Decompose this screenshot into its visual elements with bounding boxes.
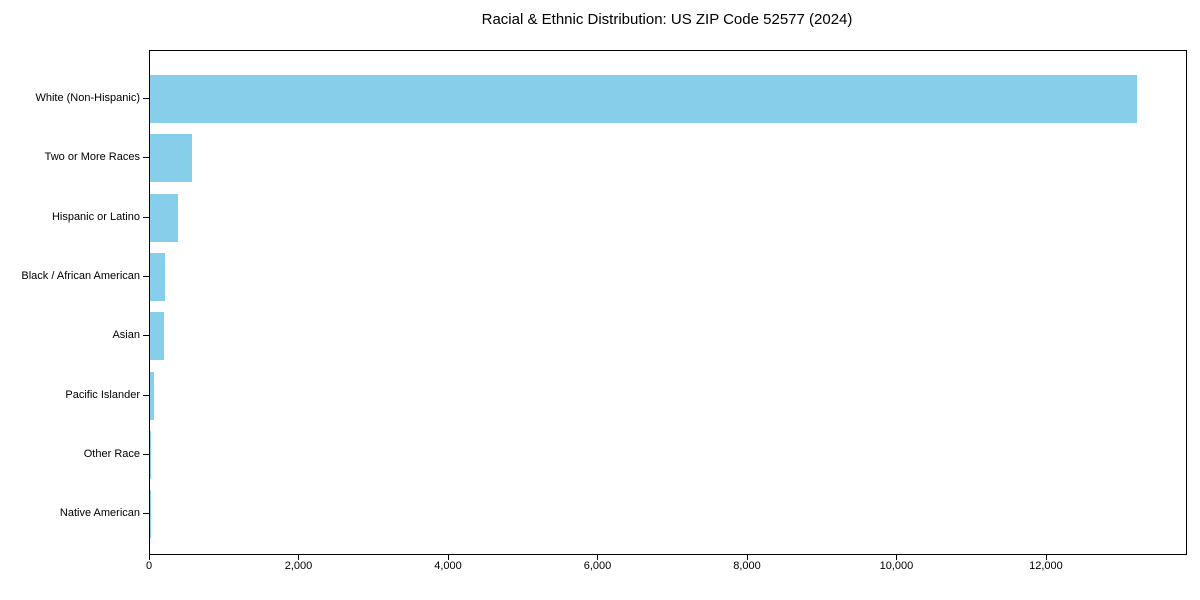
x-tick-mark [1045,554,1047,560]
x-tick-label: 8,000 [733,560,761,572]
x-tick-label: 6,000 [583,560,612,572]
y-tick-label: Native American [59,507,140,520]
x-tick-label: 2,000 [284,560,313,572]
y-tick-label: Other Race [83,447,140,460]
bar-asian [150,312,165,361]
chart-title: Racial & Ethnic Distribution: US ZIP Cod… [481,11,853,28]
y-tick-label: Hispanic or Latino [51,210,140,223]
x-tick-mark [896,554,898,560]
bar-pacific-islander [150,371,155,420]
y-tick-label: Two or More Races [44,151,140,164]
y-tick-label: Asian [112,329,140,342]
bar-black-african-american [150,252,166,301]
bar-white-non-hispanic [150,75,1137,123]
y-tick-mark [143,157,149,159]
y-tick-mark [143,335,149,337]
x-tick-label: 4,000 [434,560,462,572]
x-tick-label: 12,000 [1029,560,1063,572]
x-tick-label: 10,000 [879,560,914,572]
y-tick-label: Pacific Islander [65,388,140,401]
y-tick-mark [143,216,149,218]
y-tick-label: White (Non-Hispanic) [35,92,140,104]
plot-area [149,50,1187,555]
x-tick-mark [746,554,748,560]
y-tick-mark [143,394,149,396]
bar-other-race [150,430,151,479]
y-tick-mark [143,98,149,99]
y-tick-label: Black / African American [21,269,140,282]
bar-two-or-more-races [150,134,192,183]
bar-hispanic-or-latino [150,193,179,242]
x-tick-label: 0 [145,560,153,572]
x-tick-mark [597,554,599,560]
x-tick-mark [298,554,300,560]
y-tick-mark [143,513,149,515]
x-tick-mark [447,554,449,560]
y-tick-mark [143,453,149,455]
y-tick-mark [143,275,149,277]
x-tick-mark [149,554,150,560]
